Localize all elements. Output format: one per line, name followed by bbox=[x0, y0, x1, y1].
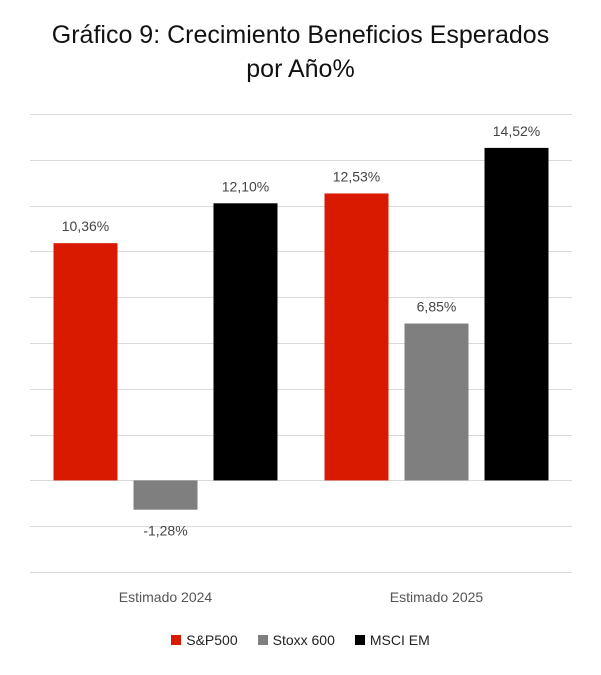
bar bbox=[213, 203, 278, 481]
data-label: 6,85% bbox=[417, 299, 457, 315]
chart-title-line-2: por Año% bbox=[246, 55, 355, 83]
data-label: 12,10% bbox=[222, 178, 269, 194]
data-label: 14,52% bbox=[493, 123, 540, 139]
data-label: 10,36% bbox=[62, 218, 109, 234]
data-label: 12,53% bbox=[333, 168, 380, 184]
x-tick-label: Estimado 2024 bbox=[119, 589, 213, 605]
legend-item-msci-em: MSCI EM bbox=[354, 632, 430, 648]
legend-label-msci-em: MSCI EM bbox=[369, 632, 430, 648]
legend: S&P500 Stoxx 600 MSCI EM bbox=[0, 632, 601, 648]
x-tick-label: Estimado 2025 bbox=[390, 589, 484, 605]
bar bbox=[53, 243, 118, 481]
bar bbox=[484, 147, 549, 481]
chart-title: Gráfico 9: Crecimiento Beneficios Espera… bbox=[0, 18, 601, 86]
legend-swatch-stoxx600 bbox=[257, 635, 268, 645]
legend-swatch-sp500 bbox=[171, 635, 182, 645]
data-label: -1,28% bbox=[143, 523, 187, 539]
legend-label-stoxx600: Stoxx 600 bbox=[272, 632, 335, 648]
legend-item-sp500: S&P500 bbox=[171, 632, 238, 648]
bar bbox=[404, 323, 469, 481]
bar bbox=[133, 480, 198, 510]
bar bbox=[324, 193, 389, 481]
legend-swatch-msci-em bbox=[354, 635, 365, 645]
legend-label-sp500: S&P500 bbox=[186, 632, 238, 648]
legend-item-stoxx600: Stoxx 600 bbox=[257, 632, 335, 648]
chart-title-line-1: Gráfico 9: Crecimiento Beneficios Espera… bbox=[51, 21, 550, 49]
